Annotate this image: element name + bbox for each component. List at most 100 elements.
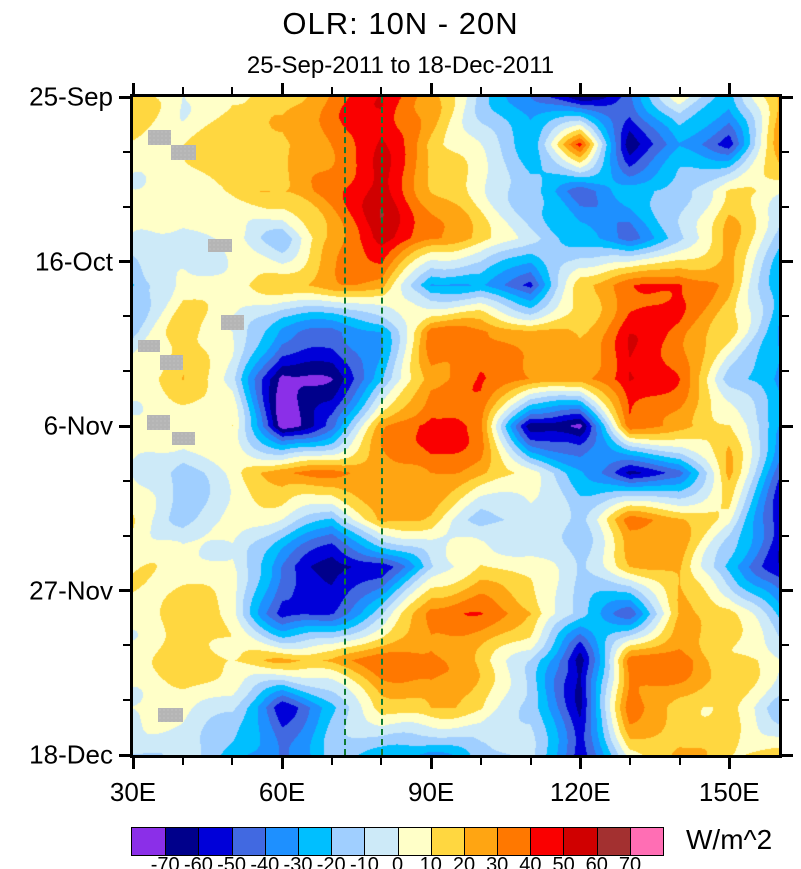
missing-data-patch: [159, 354, 183, 371]
x-major-tick: [429, 758, 433, 769]
y-minor-tick-right: [782, 699, 789, 702]
x-major-tick-top: [727, 83, 731, 94]
x-major-tick: [578, 758, 582, 769]
colorbar: [131, 827, 664, 856]
x-minor-tick: [628, 758, 631, 765]
colorbar-level-label: 0: [392, 854, 404, 869]
y-tick-label: 27-Nov: [29, 575, 113, 605]
colorbar-level-label: -60: [183, 854, 213, 869]
x-major-tick-top: [578, 83, 582, 94]
colorbar-swatch-15: [629, 828, 663, 855]
x-minor-tick-top: [479, 87, 482, 94]
colorbar-swatch-10: [463, 828, 498, 855]
colorbar-swatch-9: [430, 828, 464, 855]
y-minor-tick: [123, 370, 130, 373]
x-minor-tick: [181, 758, 184, 765]
colorbar-swatch-3: [231, 828, 265, 855]
missing-data-patch: [146, 415, 170, 430]
x-minor-tick-top: [181, 87, 184, 94]
x-minor-tick-top: [330, 87, 333, 94]
y-minor-tick-right: [782, 150, 789, 153]
colorbar-level-label: 30: [486, 854, 509, 869]
colorbar-swatch-11: [497, 828, 531, 855]
colorbar-swatch-13: [563, 828, 597, 855]
missing-data-patch: [207, 238, 233, 253]
x-minor-tick-top: [231, 87, 234, 94]
y-minor-tick: [123, 205, 130, 208]
reference-line-72.5E: [344, 97, 347, 755]
contour-field-canvas: [133, 97, 779, 755]
y-major-tick-right: [782, 260, 793, 263]
colorbar-swatch-6: [331, 828, 365, 855]
y-major-tick-right: [782, 753, 793, 757]
x-minor-tick: [330, 758, 333, 765]
x-tick-label: 60E: [258, 777, 306, 807]
missing-data-patch: [137, 339, 160, 353]
x-major-tick: [727, 758, 731, 769]
x-major-tick-top: [131, 83, 135, 94]
x-minor-tick: [529, 758, 532, 765]
x-tick-label: 120E: [549, 777, 611, 807]
colorbar-swatch-14: [596, 828, 630, 855]
missing-data-patch: [147, 129, 171, 145]
reference-line-80E: [381, 97, 384, 755]
chart-subtitle: 25-Sep-2011 to 18-Dec-2011: [246, 52, 555, 79]
colorbar-level-label: -30: [283, 854, 313, 869]
colorbar-swatch-5: [297, 828, 332, 855]
y-minor-tick: [123, 150, 130, 153]
y-minor-tick-right: [782, 205, 789, 208]
missing-data-patch: [171, 432, 195, 445]
y-minor-tick-right: [782, 479, 789, 482]
y-major-tick-right: [782, 424, 793, 428]
colorbar-swatch-12: [530, 828, 564, 855]
x-minor-tick: [678, 758, 681, 765]
colorbar-level-label: -40: [250, 854, 280, 869]
x-tick-label: 150E: [698, 777, 760, 807]
x-major-tick-top: [280, 83, 284, 94]
colorbar-level-label: 20: [452, 854, 476, 869]
x-minor-tick-top: [380, 87, 383, 94]
chart-title: OLR: 10N - 20N: [282, 6, 519, 41]
y-major-tick-right: [782, 95, 793, 99]
colorbar-level-label: 10: [419, 854, 442, 869]
y-minor-tick: [123, 644, 130, 647]
missing-data-patch: [157, 708, 183, 723]
colorbar-swatch-1: [165, 828, 199, 855]
colorbar-level-label: -50: [217, 854, 247, 869]
x-tick-label: 30E: [109, 777, 157, 807]
y-minor-tick-right: [782, 370, 789, 373]
y-tick-label: 6-Nov: [43, 410, 113, 441]
colorbar-swatch-7: [364, 828, 398, 855]
y-minor-tick: [123, 534, 130, 537]
colorbar-level-label: 50: [552, 854, 575, 869]
colorbar-swatch-4: [264, 828, 298, 855]
x-tick-label: 90E: [408, 777, 455, 807]
colorbar-level-label: 70: [618, 854, 642, 869]
plot-frame: [130, 94, 782, 758]
y-minor-tick-right: [782, 534, 789, 537]
y-tick-label: 18-Dec: [29, 739, 113, 770]
x-minor-tick: [231, 758, 234, 765]
y-tick-label: 25-Sep: [29, 81, 113, 112]
units-label: W/m^2: [686, 824, 773, 855]
colorbar-swatch-2: [198, 828, 232, 855]
x-minor-tick-top: [628, 87, 631, 94]
x-major-tick: [280, 758, 284, 769]
y-major-tick: [119, 260, 130, 263]
x-major-tick: [131, 758, 135, 769]
missing-data-patch: [221, 314, 245, 330]
y-major-tick: [119, 95, 130, 99]
colorbar-level-label: -10: [349, 854, 379, 869]
x-minor-tick: [380, 758, 383, 765]
colorbar-swatch-8: [397, 828, 431, 855]
x-minor-tick-top: [529, 87, 532, 94]
y-minor-tick: [123, 315, 130, 318]
x-minor-tick-top: [678, 87, 681, 94]
x-major-tick-top: [429, 83, 433, 94]
y-tick-label: 16-Oct: [34, 246, 113, 276]
y-major-tick: [119, 589, 130, 592]
colorbar-level-label: -20: [316, 854, 346, 869]
colorbar-level-label: 60: [585, 854, 608, 869]
y-major-tick: [119, 424, 130, 428]
